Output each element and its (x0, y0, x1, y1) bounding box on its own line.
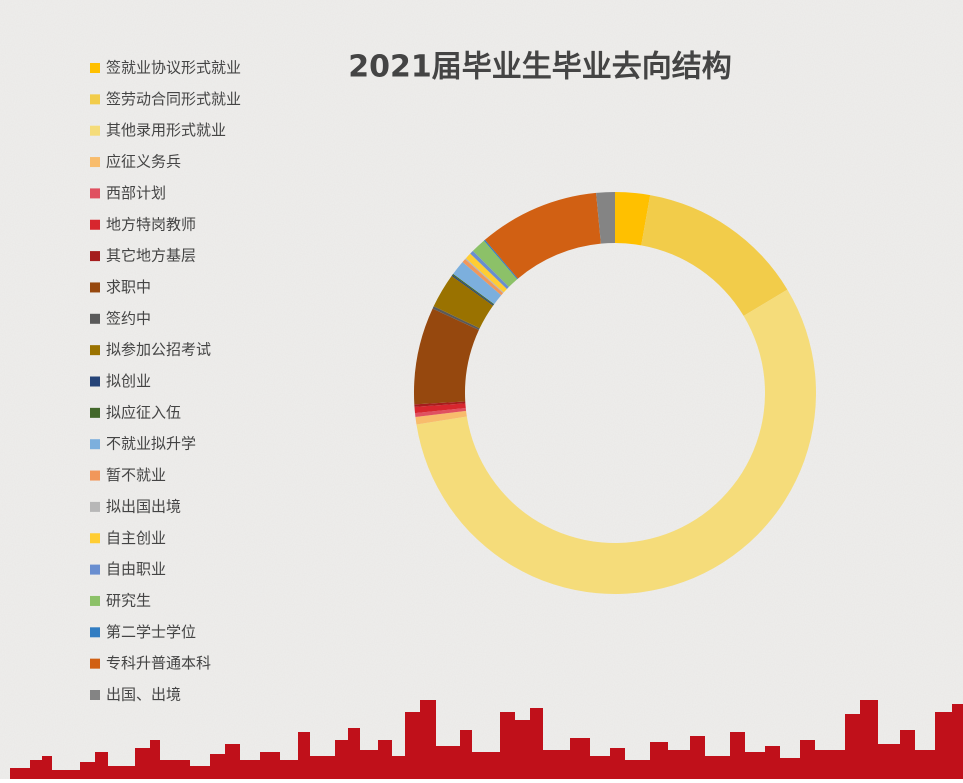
donut-slice (432, 306, 480, 330)
legend-label: 拟出国出境 (106, 497, 181, 515)
donut-slice (451, 274, 494, 306)
legend-swatch (90, 595, 100, 606)
legend-swatch (90, 690, 100, 700)
legend-swatch (90, 94, 100, 105)
legend-label: 拟创业 (106, 372, 151, 390)
legend-swatch (90, 313, 100, 324)
legend-label: 专科升普通本科 (106, 654, 211, 672)
donut-slice (433, 275, 494, 329)
donut-slice (596, 192, 615, 244)
legend-swatch (90, 345, 100, 356)
donut-slice (415, 410, 467, 425)
legend-swatch (90, 219, 100, 230)
legend-label: 研究生 (106, 591, 151, 609)
legend-swatch (90, 157, 100, 168)
donut-slice (472, 240, 518, 287)
legend-swatch (90, 439, 100, 450)
legend-label: 自由职业 (106, 560, 166, 578)
legend-label: 签劳动合同形式就业 (106, 90, 241, 108)
donut-slice (414, 308, 479, 405)
skyline (10, 700, 963, 779)
legend-label: 西部计划 (106, 184, 166, 202)
legend-swatch (90, 501, 100, 512)
legend-label: 第二学士学位 (106, 623, 196, 641)
donut-slice (470, 250, 509, 289)
donut-slice (615, 192, 651, 246)
donut-slice (641, 195, 788, 316)
legend-swatch (90, 282, 100, 293)
legend-swatch (90, 125, 100, 136)
legend-label: 求职中 (106, 278, 151, 296)
donut-slice (415, 408, 467, 417)
legend-swatch (90, 188, 100, 199)
legend-label: 其他录用形式就业 (106, 121, 226, 139)
legend-swatch (90, 564, 100, 575)
donut-slice (465, 258, 504, 294)
legend-label: 签约中 (106, 309, 151, 327)
legend-label: 其它地方基层 (106, 247, 196, 265)
donut-slice (484, 192, 601, 279)
legend-label: 签就业协议形式就业 (106, 59, 241, 77)
legend-swatch (90, 658, 100, 669)
legend-label: 拟参加公招考试 (106, 341, 211, 359)
donut-slice (414, 401, 466, 407)
legend-swatch (90, 251, 100, 262)
legend-label: 出国、出境 (106, 686, 181, 704)
donut-slice (465, 253, 507, 293)
donut-slice (453, 261, 502, 305)
legend-label: 自主创业 (106, 529, 166, 547)
legend-swatch (90, 63, 100, 73)
legend-swatch (90, 470, 100, 481)
donut-slice (462, 259, 504, 296)
donut-slice (452, 273, 495, 305)
donut-slice (414, 403, 466, 414)
donut-slice (416, 289, 816, 594)
chart-title: 2021届毕业生毕业去向结构 (348, 50, 732, 85)
legend-swatch (90, 533, 100, 544)
legend-label: 地方特岗教师 (106, 215, 196, 233)
legend-label: 不就业拟升学 (106, 435, 196, 453)
legend-swatch (90, 376, 100, 387)
legend-label: 拟应征入伍 (106, 403, 181, 421)
donut-slice (483, 239, 518, 280)
legend-label: 应征义务兵 (106, 153, 181, 171)
legend-label: 暂不就业 (106, 466, 166, 484)
legend-swatch (90, 627, 100, 638)
legend-swatch (90, 407, 100, 418)
